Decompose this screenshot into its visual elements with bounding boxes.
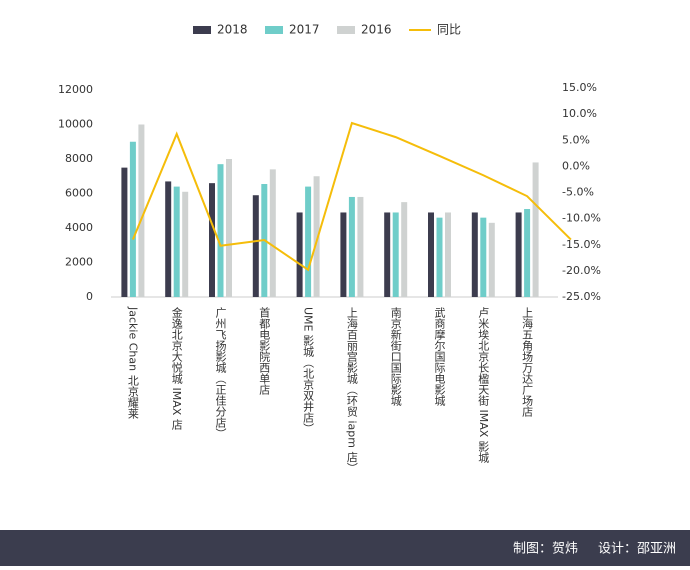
- bar: [296, 212, 303, 297]
- bar: [480, 217, 487, 297]
- y2-tick-label: -20.0%: [562, 264, 601, 277]
- bar: [436, 217, 443, 297]
- y2-tick-label: 10.0%: [562, 107, 597, 120]
- footer-text: 设计：邵亚洲: [598, 542, 676, 557]
- bar: [173, 186, 180, 297]
- legend-swatch: [193, 26, 211, 34]
- footer-bar: [0, 530, 690, 566]
- bar: [428, 212, 434, 297]
- legend-label: 2016: [361, 23, 392, 37]
- bar: [515, 212, 522, 297]
- x-tick-label: UME 影城（北京双井店）: [302, 307, 315, 434]
- bar: [182, 191, 189, 297]
- y2-tick-label: 15.0%: [562, 81, 597, 94]
- y-tick-label: 8000: [65, 152, 93, 165]
- bar: [384, 212, 391, 297]
- bar: [524, 209, 531, 297]
- bar: [305, 186, 312, 297]
- bar: [138, 124, 145, 297]
- x-tick-label: 南京新街口国际影城: [389, 307, 402, 406]
- bar: [313, 176, 320, 297]
- legend-label: 同比: [437, 23, 461, 37]
- y-tick-label: 0: [86, 290, 93, 303]
- y-tick-label: 10000: [58, 118, 93, 131]
- y-tick-label: 2000: [65, 256, 93, 269]
- y2-tick-label: -15.0%: [562, 238, 601, 251]
- bar: [217, 164, 224, 297]
- bar: [488, 222, 495, 297]
- x-tick-label: Jackie Chan 北京耀莱: [126, 306, 139, 419]
- legend-label: 2018: [217, 23, 248, 37]
- x-tick-label: 卢米埃北京长楹天街 IMAX 影城: [477, 307, 490, 463]
- y2-tick-label: -10.0%: [562, 212, 601, 225]
- x-tick-label: 广州飞扬影城（正佳分店）: [214, 307, 227, 439]
- legend-swatch: [337, 26, 355, 34]
- y2-tick-label: 0.0%: [562, 159, 590, 172]
- y-tick-label: 4000: [65, 221, 93, 234]
- bar: [471, 212, 478, 297]
- x-tick-label: 首都电影院西单店: [258, 306, 271, 395]
- y2-tick-label: 5.0%: [562, 133, 590, 146]
- bar: [401, 202, 408, 297]
- y2-tick-label: -5.0%: [562, 186, 594, 199]
- bar: [445, 212, 451, 297]
- bar: [392, 212, 399, 297]
- bar: [165, 181, 172, 297]
- bar: [340, 212, 347, 297]
- x-tick-label: 武商摩尔国际电影城: [433, 307, 446, 406]
- bar: [226, 159, 232, 297]
- bar: [209, 183, 215, 297]
- y-tick-label: 12000: [58, 83, 93, 96]
- legend-swatch: [265, 26, 283, 34]
- bar: [269, 169, 276, 297]
- x-tick-label: 金逸北京大悦城 IMAX 店: [170, 306, 183, 430]
- bar: [357, 196, 364, 297]
- x-tick-label: 上海百丽宫影城（环贸 iapm 店）: [345, 307, 358, 474]
- bar: [121, 167, 128, 297]
- x-tick-label: 上海五角场万达广场店: [521, 307, 534, 417]
- bar: [252, 195, 259, 297]
- line: [131, 121, 572, 272]
- bar: [348, 196, 355, 297]
- bar: [129, 141, 136, 297]
- bar: [532, 162, 539, 297]
- y2-tick-label: -25.0%: [562, 290, 601, 303]
- y-tick-label: 6000: [65, 187, 93, 200]
- legend-label: 2017: [289, 23, 320, 37]
- footer-text: 制图：贺炜: [513, 542, 578, 557]
